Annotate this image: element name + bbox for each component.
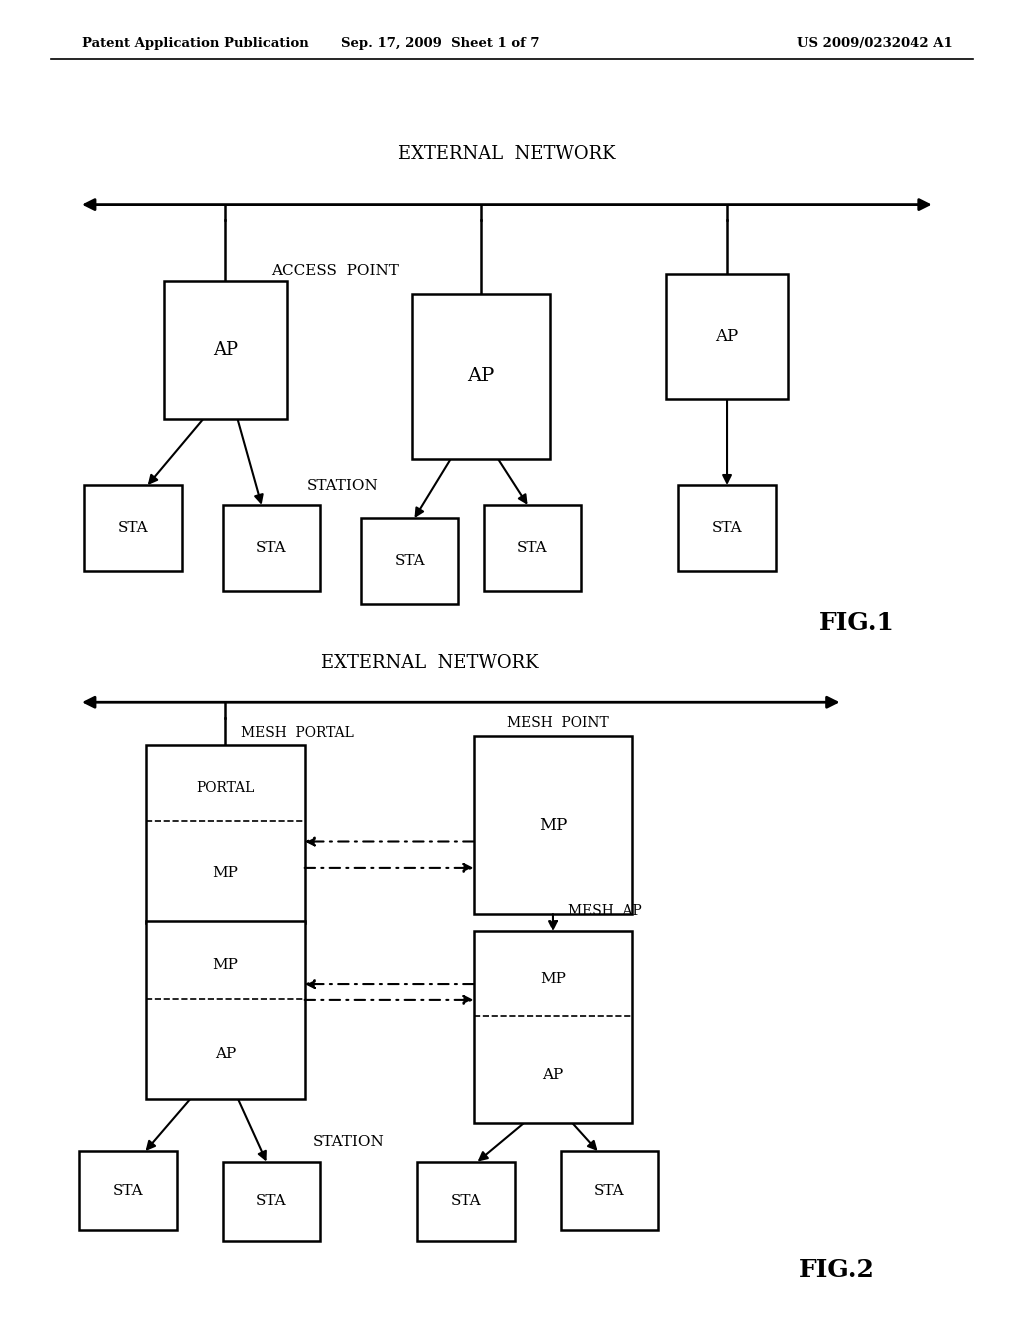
Text: PORTAL: PORTAL	[196, 781, 255, 795]
Text: AP: AP	[213, 341, 238, 359]
Bar	[678, 484, 776, 570]
Bar	[473, 737, 633, 913]
Text: STA: STA	[118, 521, 148, 535]
Bar	[484, 506, 582, 591]
Text: MESH  PORTAL: MESH PORTAL	[241, 726, 353, 739]
Bar	[412, 294, 551, 459]
Text: STA: STA	[394, 554, 425, 568]
Bar	[84, 484, 182, 570]
Text: Patent Application Publication: Patent Application Publication	[82, 37, 308, 50]
Bar	[146, 744, 305, 924]
Bar	[164, 281, 287, 420]
Text: MESH  POINT: MESH POINT	[507, 717, 608, 730]
Bar	[473, 932, 633, 1122]
Text: AP: AP	[716, 329, 738, 345]
Bar	[561, 1151, 657, 1230]
Bar	[418, 1162, 515, 1241]
Text: US 2009/0232042 A1: US 2009/0232042 A1	[797, 37, 952, 50]
Text: STA: STA	[256, 1195, 287, 1208]
Text: EXTERNAL  NETWORK: EXTERNAL NETWORK	[322, 653, 539, 672]
Text: EXTERNAL  NETWORK: EXTERNAL NETWORK	[398, 145, 615, 164]
Text: STATION: STATION	[312, 1135, 384, 1148]
Text: AP: AP	[468, 367, 495, 385]
Text: MP: MP	[539, 817, 567, 833]
Bar	[146, 921, 305, 1098]
Text: MESH  AP: MESH AP	[568, 904, 642, 917]
Text: STA: STA	[113, 1184, 143, 1197]
Bar	[361, 519, 459, 605]
Text: AP: AP	[215, 1047, 236, 1061]
Text: STA: STA	[517, 541, 548, 554]
Text: MP: MP	[212, 958, 239, 973]
Text: STATION: STATION	[307, 479, 379, 492]
Bar	[666, 275, 788, 399]
Text: ACCESS  POINT: ACCESS POINT	[271, 264, 399, 277]
Text: AP: AP	[543, 1068, 563, 1082]
Text: STA: STA	[594, 1184, 625, 1197]
Bar	[223, 1162, 319, 1241]
Text: Sep. 17, 2009  Sheet 1 of 7: Sep. 17, 2009 Sheet 1 of 7	[341, 37, 540, 50]
Text: MP: MP	[212, 866, 239, 880]
Text: FIG.1: FIG.1	[819, 611, 895, 635]
Bar	[223, 506, 319, 591]
Text: STA: STA	[256, 541, 287, 554]
Text: STA: STA	[451, 1195, 481, 1208]
Text: MP: MP	[540, 972, 566, 986]
Text: FIG.2: FIG.2	[799, 1258, 874, 1282]
Bar	[80, 1151, 176, 1230]
Text: STA: STA	[712, 521, 742, 535]
